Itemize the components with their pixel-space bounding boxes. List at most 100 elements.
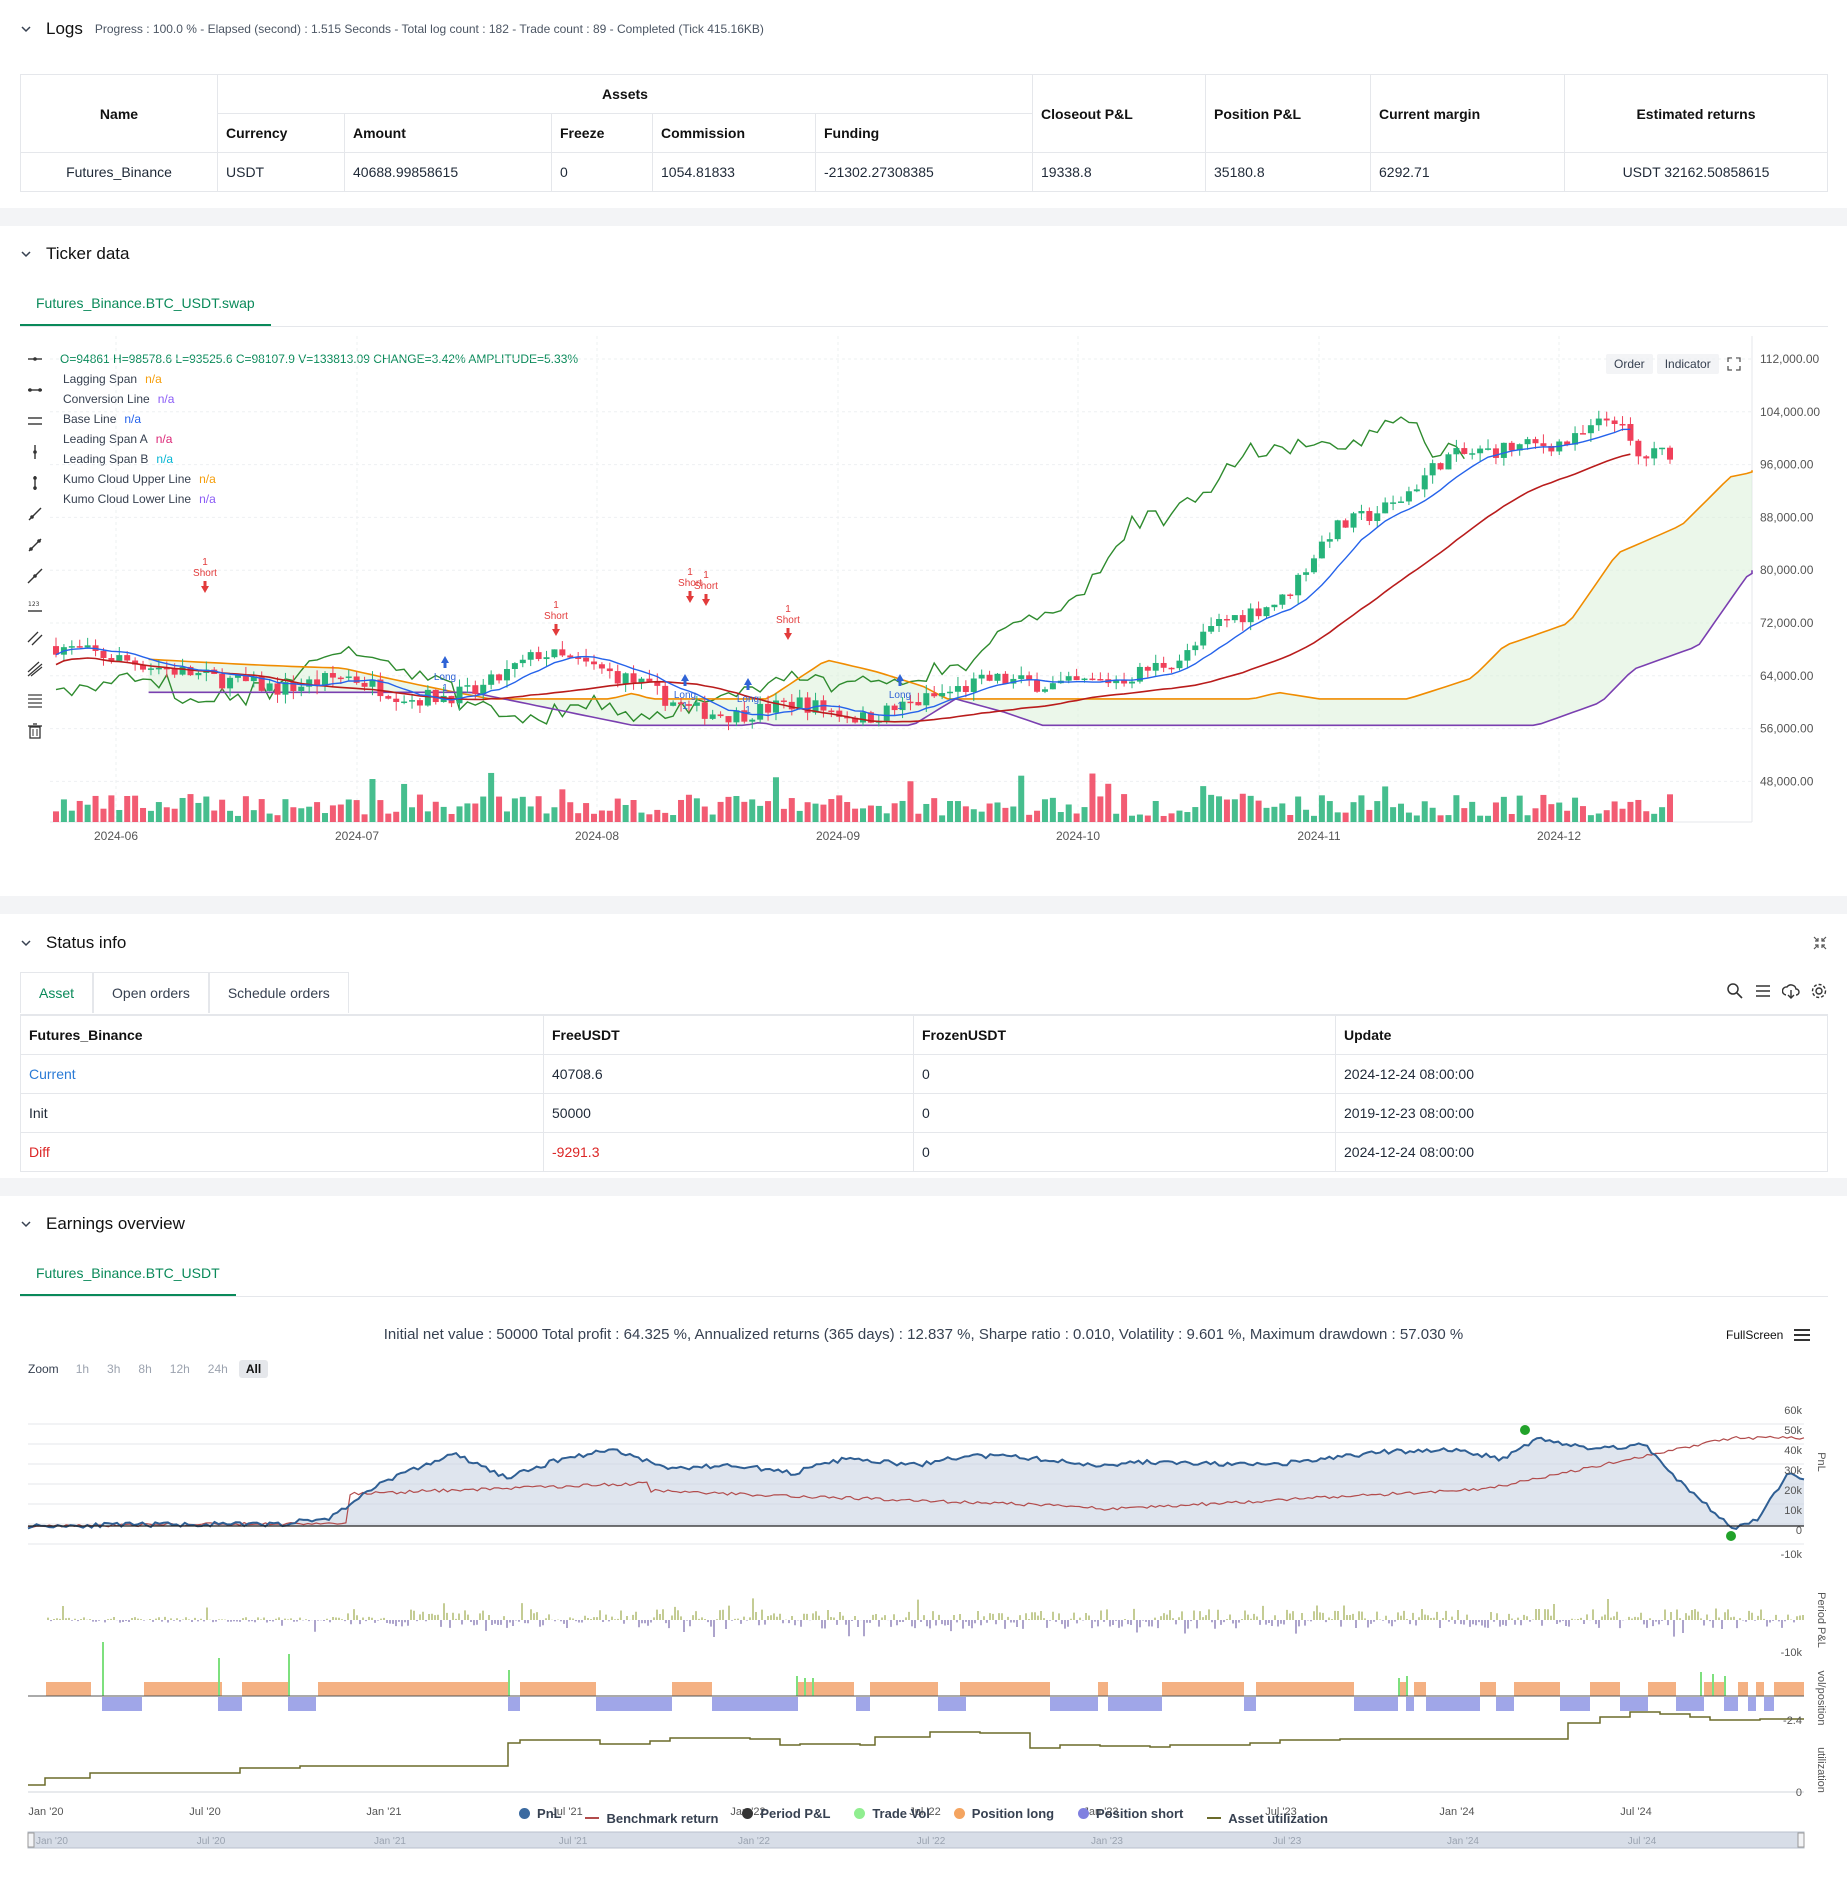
zoom-3h[interactable]: 3h	[107, 1362, 121, 1376]
fullscreen-control[interactable]: FullScreen	[1726, 1328, 1811, 1342]
extended-line-icon[interactable]	[24, 565, 46, 587]
volume-bar	[401, 783, 408, 822]
trade-vol-bar	[288, 1654, 290, 1696]
volume-bar	[1049, 797, 1056, 822]
zoom-8h[interactable]: 8h	[138, 1362, 152, 1376]
status-header[interactable]: Status info	[0, 914, 1847, 972]
legend-kumo-lower[interactable]: Kumo Cloud Lower Line n/a	[63, 492, 216, 506]
horizontal-line-icon[interactable]	[24, 348, 46, 370]
menu-icon[interactable]	[1793, 1328, 1811, 1342]
navigator-label: Jan '22	[738, 1836, 770, 1847]
candle-body	[970, 678, 977, 692]
earnings-chart[interactable]: 60k 50k 40k 30k 20k 10k 0 -10k -10k -2.4 0 PnL Perio…	[0, 1392, 1847, 1876]
gear-icon[interactable]	[1810, 982, 1828, 1000]
table-row: Futures_Binance USDT 40688.99858615 0 10…	[20, 152, 1828, 192]
chevron-down-icon[interactable]	[20, 1218, 32, 1230]
tab-btc-usdt[interactable]: Futures_Binance.BTC_USDT	[20, 1252, 236, 1296]
volume-bar	[1200, 786, 1207, 822]
volume-bar	[1247, 795, 1254, 822]
pitchfork-icon[interactable]	[24, 658, 46, 680]
trend-line-icon[interactable]	[24, 503, 46, 525]
volume-bar	[1255, 800, 1262, 822]
legend-base-line[interactable]: Base Line n/a	[63, 412, 142, 426]
assets-table: Name Assets Closeout P&L Position P&L Cu…	[20, 74, 1828, 192]
volume-bar	[891, 803, 898, 822]
zoom-all[interactable]: All	[238, 1360, 269, 1378]
collapse-icon[interactable]	[1813, 936, 1827, 950]
candle-body	[836, 710, 843, 717]
vertical-line-icon[interactable]	[24, 441, 46, 463]
candle-body	[416, 700, 423, 706]
candle-body	[923, 693, 930, 706]
trash-icon[interactable]	[24, 720, 46, 742]
volume-bar	[828, 799, 835, 822]
candle-body	[1239, 615, 1246, 623]
legend-position-long[interactable]: Position long	[953, 1806, 1054, 1821]
volume-bar	[1667, 794, 1673, 822]
chevron-down-icon[interactable]	[20, 23, 32, 35]
list-icon[interactable]	[1754, 982, 1772, 1000]
ray-line-icon[interactable]	[24, 534, 46, 556]
legend-benchmark[interactable]: Benchmark return	[585, 1811, 718, 1826]
tab-btc-usdt-swap[interactable]: Futures_Binance.BTC_USDT.swap	[20, 282, 271, 326]
legend-trade-vol[interactable]: Trade Vol	[854, 1806, 930, 1821]
candle-body	[179, 666, 186, 675]
price-label-icon[interactable]: 123	[24, 596, 46, 618]
candle-body	[654, 681, 661, 686]
volume-bar	[1461, 808, 1468, 822]
zoom-24h[interactable]: 24h	[207, 1362, 228, 1376]
horizontal-ray-icon[interactable]	[24, 379, 46, 401]
expand-icon[interactable]	[1727, 357, 1741, 371]
tab-asset[interactable]: Asset	[20, 972, 94, 1013]
candle-body	[567, 655, 574, 658]
volume-bar	[1295, 796, 1302, 822]
fib-retracement-icon[interactable]	[24, 689, 46, 711]
legend-asset-util[interactable]: Asset utilization	[1207, 1811, 1328, 1826]
candle-body	[195, 672, 202, 676]
short-marker-label: Short	[694, 581, 718, 592]
tab-schedule-orders[interactable]: Schedule orders	[208, 972, 349, 1013]
volume-bar	[464, 803, 471, 822]
x-tick-label: Jul '20	[189, 1806, 220, 1818]
min-marker	[1726, 1531, 1736, 1541]
chevron-down-icon[interactable]	[20, 937, 32, 949]
candle-body	[1429, 463, 1436, 476]
parallel-lines-icon[interactable]	[24, 410, 46, 432]
tab-open-orders[interactable]: Open orders	[93, 972, 209, 1013]
legend-position-short[interactable]: Position short	[1078, 1806, 1183, 1821]
legend-period-pnl[interactable]: Period P&L	[742, 1806, 830, 1821]
volume-bar	[535, 796, 542, 822]
candlestick-chart[interactable]: 1Short1Short1Short1Short1ShortLong1Long1…	[0, 336, 1847, 896]
chevron-down-icon[interactable]	[20, 248, 32, 260]
position-long-bar	[1098, 1682, 1108, 1696]
search-icon[interactable]	[1726, 982, 1744, 1000]
cell-freeze: 0	[551, 152, 653, 192]
candle-body	[337, 677, 344, 680]
candle-body	[108, 657, 115, 661]
cell-update: 2024-12-24 08:00:00	[1335, 1132, 1828, 1172]
volume-bar	[709, 814, 716, 822]
legend-kumo-upper[interactable]: Kumo Cloud Upper Line n/a	[63, 472, 216, 486]
legend-lagging-span[interactable]: Lagging Span n/a	[63, 372, 162, 386]
candle-body	[591, 661, 597, 665]
zoom-12h[interactable]: 12h	[169, 1362, 190, 1376]
zoom-1h[interactable]: 1h	[75, 1362, 90, 1376]
volume-bar	[678, 799, 685, 822]
legend-pnl[interactable]: PnL	[519, 1806, 562, 1821]
cell-commission: 1054.81833	[652, 152, 816, 192]
volume-bar	[234, 815, 241, 822]
cloud-download-icon[interactable]	[1782, 982, 1800, 1000]
period-tick-label: -10k	[1781, 1647, 1803, 1659]
parallel-channel-icon[interactable]	[24, 627, 46, 649]
volume-bar	[1105, 783, 1112, 822]
volume-bar	[329, 805, 336, 822]
ticker-header[interactable]: Ticker data	[0, 226, 1847, 282]
vertical-ray-icon[interactable]	[24, 472, 46, 494]
earnings-header[interactable]: Earnings overview	[0, 1196, 1847, 1252]
logs-header[interactable]: Logs Progress : 100.0 % - Elapsed (secon…	[0, 0, 1847, 58]
position-long-bar	[318, 1682, 508, 1696]
legend-conversion-line[interactable]: Conversion Line n/a	[63, 392, 175, 406]
status-tools	[1716, 982, 1828, 1000]
